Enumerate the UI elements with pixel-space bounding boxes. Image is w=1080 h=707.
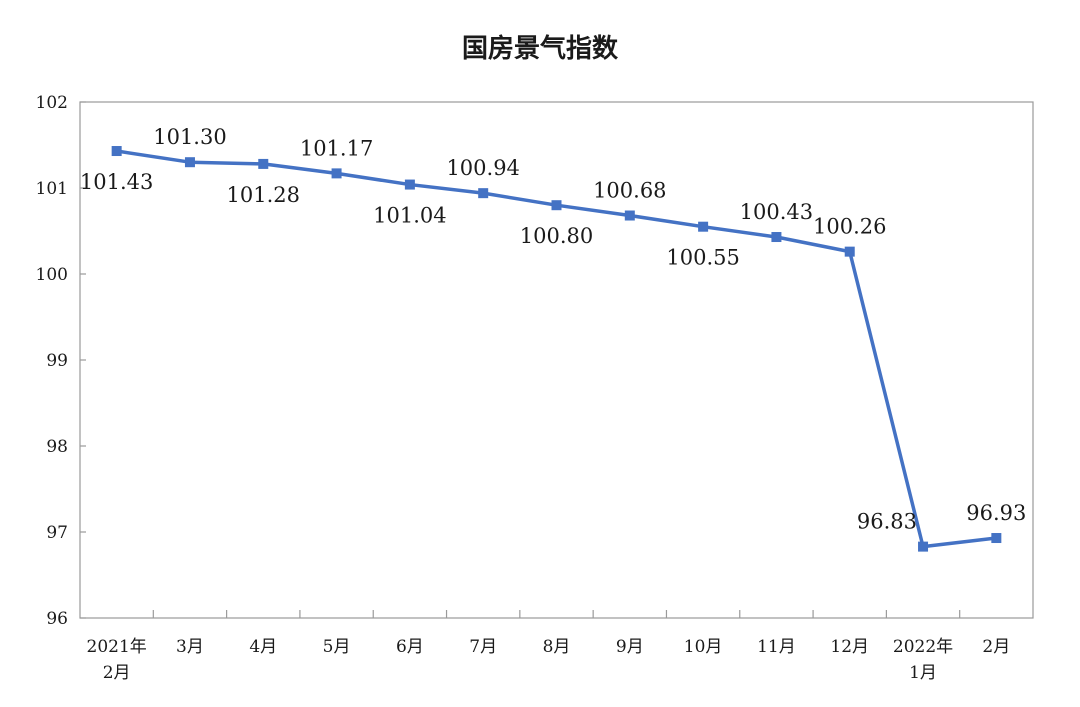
x-tick-label: 11月	[757, 637, 796, 657]
data-label: 100.80	[520, 224, 593, 248]
x-tick-label: 2022年	[893, 637, 953, 657]
data-label: 100.26	[813, 215, 886, 239]
data-label: 100.94	[446, 156, 519, 180]
data-point	[551, 200, 562, 211]
x-tick-label: 12月	[830, 637, 869, 657]
x-tick-label: 7月	[469, 637, 497, 657]
chart-title: 国房景气指数	[461, 34, 618, 64]
y-tick-label: 100	[36, 265, 68, 285]
x-tick-label: 2月	[103, 663, 131, 683]
x-tick-label: 9月	[616, 637, 644, 657]
data-point	[258, 158, 269, 169]
data-point	[111, 146, 122, 157]
data-point	[918, 541, 929, 552]
data-label: 100.55	[666, 246, 739, 270]
data-point	[844, 246, 855, 257]
data-point	[624, 210, 635, 221]
y-tick-label: 101	[36, 179, 68, 199]
data-point	[331, 168, 342, 179]
data-point	[771, 232, 782, 243]
x-tick-label: 8月	[543, 637, 571, 657]
data-label: 101.04	[373, 204, 446, 228]
x-tick-label: 3月	[176, 637, 204, 657]
data-point	[478, 188, 489, 199]
series-line	[116, 149, 997, 549]
y-tick-label: 102	[36, 93, 68, 113]
data-point	[991, 533, 1002, 544]
x-tick-label: 5月	[323, 637, 351, 657]
data-label: 101.17	[300, 136, 373, 160]
x-tick-label: 4月	[249, 637, 277, 657]
data-label: 96.83	[857, 510, 917, 534]
x-tick-label: 6月	[396, 637, 424, 657]
y-tick-label: 97	[46, 523, 68, 543]
data-label: 100.68	[593, 179, 666, 203]
data-point	[184, 157, 195, 168]
y-tick-label: 99	[46, 351, 68, 371]
data-point	[404, 179, 415, 190]
x-tick-label: 10月	[684, 637, 723, 657]
data-label: 101.28	[227, 183, 300, 207]
data-label: 100.43	[740, 200, 813, 224]
x-tick-label: 2月	[982, 637, 1010, 657]
x-tick-label: 2021年	[87, 637, 147, 657]
y-tick-label: 96	[46, 609, 68, 629]
x-tick-label: 1月	[909, 663, 937, 683]
y-tick-label: 98	[46, 437, 68, 457]
data-label: 101.43	[80, 170, 153, 194]
plot-frame	[79, 101, 1034, 619]
data-point	[698, 221, 709, 232]
data-label: 96.93	[966, 501, 1026, 525]
data-label: 101.30	[153, 125, 226, 149]
